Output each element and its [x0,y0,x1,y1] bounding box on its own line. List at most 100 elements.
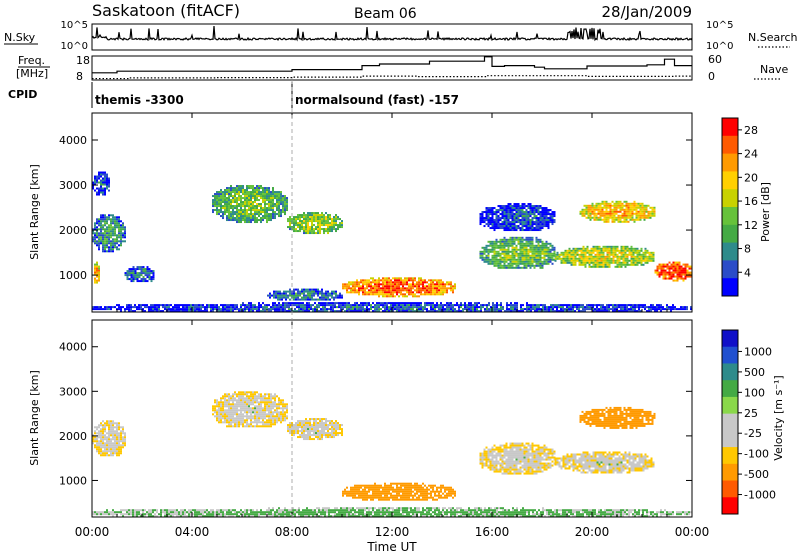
heatmap-cell [226,217,228,220]
heatmap-cell [116,242,118,245]
heatmap-cell [523,250,526,253]
heatmap-cell [523,229,526,232]
heatmap-cell [228,205,230,208]
heatmap-cell [329,218,331,221]
heatmap-cell [501,205,504,208]
heatmap-cell [542,310,544,312]
heatmap-cell [406,281,408,284]
heatmap-cell [635,204,638,207]
heatmap-cell [428,285,430,288]
heatmap-cell [104,244,106,247]
heatmap-cell [630,259,633,262]
heatmap-cell [452,308,454,311]
heatmap-cell [278,195,280,198]
heatmap-cell [270,207,272,210]
heatmap-cell [128,306,130,309]
heatmap-cell [307,216,309,219]
heatmap-cell [594,249,597,252]
heatmap-cell [148,270,151,273]
heatmap-cell [301,228,303,231]
heatmap-cell [505,205,508,208]
heatmap-cell [511,238,514,241]
heatmap-cell [640,263,643,266]
heatmap-cell [200,308,202,311]
heatmap-cell [256,185,258,188]
heatmap-cell [572,249,575,252]
heatmap-cell [531,229,534,232]
heatmap-cell [218,213,220,216]
heatmap-cell [676,267,679,270]
heatmap-cell [126,270,129,273]
heatmap-cell [640,255,643,258]
heatmap-cell [396,279,398,282]
heatmap-cell [341,220,343,223]
heatmap-cell [339,296,341,299]
heatmap-cell [597,208,600,211]
heatmap-cell [236,189,238,192]
heatmap-cell [166,306,168,309]
heatmap-cell [603,214,606,217]
heatmap-cell [603,200,606,203]
heatmap-cell [507,256,510,259]
heatmap-cell [450,283,452,286]
heatmap-cell [106,187,108,190]
heatmap-cell [222,193,224,196]
heatmap-cell [593,210,596,213]
heatmap-cell [275,292,277,295]
heatmap-cell [120,234,122,237]
heatmap-cell [596,265,599,268]
heatmap-cell [293,228,295,231]
heatmap-cell [629,210,632,213]
heatmap-cell [602,263,605,266]
heatmap-cell [320,308,322,311]
heatmap-cell [324,310,326,312]
heatmap-cell [515,207,518,210]
heatmap-cell [500,304,502,307]
cpid-segments: themis -3300 normalsound (fast) -157 [91,82,459,108]
heatmap-cell [256,221,258,224]
heatmap-cell [628,249,631,252]
heatmap-cell [529,213,532,216]
heatmap-cell [479,223,482,226]
heatmap-cell [236,401,238,404]
heatmap-cell [283,290,285,293]
heatmap-cell [128,274,131,277]
heatmap-cell [118,228,120,231]
heatmap-cell [642,257,645,260]
heatmap-cell [214,407,216,410]
heatmap-cell [106,226,108,229]
heatmap-cell [608,251,611,254]
heatmap-cell [278,205,280,208]
heatmap-cell [108,450,110,453]
heatmap-cell [568,306,570,309]
heatmap-cell [612,306,614,309]
heatmap-cell [248,302,250,305]
heatmap-cell [276,203,278,206]
heatmap-cell [124,440,126,443]
heatmap-cell [497,215,500,218]
heatmap-cell [112,242,114,245]
heatmap-cell [630,257,633,260]
heatmap-cell [234,193,236,196]
heatmap-cell [94,446,96,449]
heatmap-cell [527,256,530,259]
heatmap-cell [118,240,120,243]
heatmap-cell [541,207,544,210]
heatmap-cell [116,436,118,439]
heatmap-cell [98,436,100,439]
heatmap-cell [414,302,416,305]
heatmap-cell [521,209,524,212]
heatmap-cell [104,232,106,235]
heatmap-cell [576,251,579,254]
heatmap-cell [307,214,309,217]
heatmap-cell [218,199,220,202]
heatmap-cell [404,308,406,311]
heatmap-cell [234,399,236,402]
heatmap-cell [530,304,532,307]
heatmap-cell [488,310,490,312]
heatmap-cell [322,308,324,311]
heatmap-cell [624,255,627,258]
heatmap-cell [305,294,307,297]
heatmap-cell [478,302,480,305]
heatmap-cell [604,308,606,311]
